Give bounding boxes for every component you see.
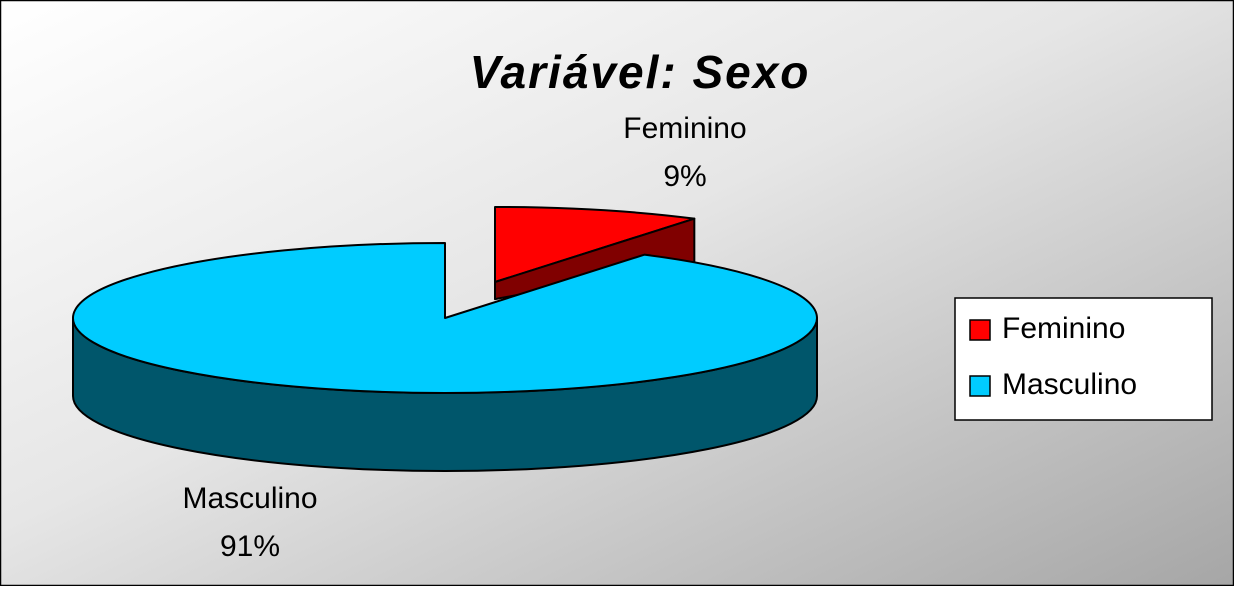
- pie-slice: [72, 242, 818, 394]
- data-label-value: 9%: [663, 160, 706, 193]
- pie: Feminino 9% Masculino 91%: [72, 112, 818, 563]
- legend-swatch: [969, 319, 991, 341]
- legend-label: Feminino: [1002, 312, 1125, 345]
- legend-items: Feminino Masculino: [969, 312, 1137, 401]
- legend-label: Masculino: [1002, 368, 1137, 401]
- legend-swatch: [969, 375, 991, 397]
- data-label-category: Masculino: [182, 482, 317, 515]
- legend: [954, 297, 1213, 421]
- chart-title: Variável: Sexo: [470, 46, 811, 98]
- data-label-value: 91%: [220, 530, 280, 563]
- data-label-category: Feminino: [623, 112, 746, 145]
- pie-slice: [494, 206, 696, 283]
